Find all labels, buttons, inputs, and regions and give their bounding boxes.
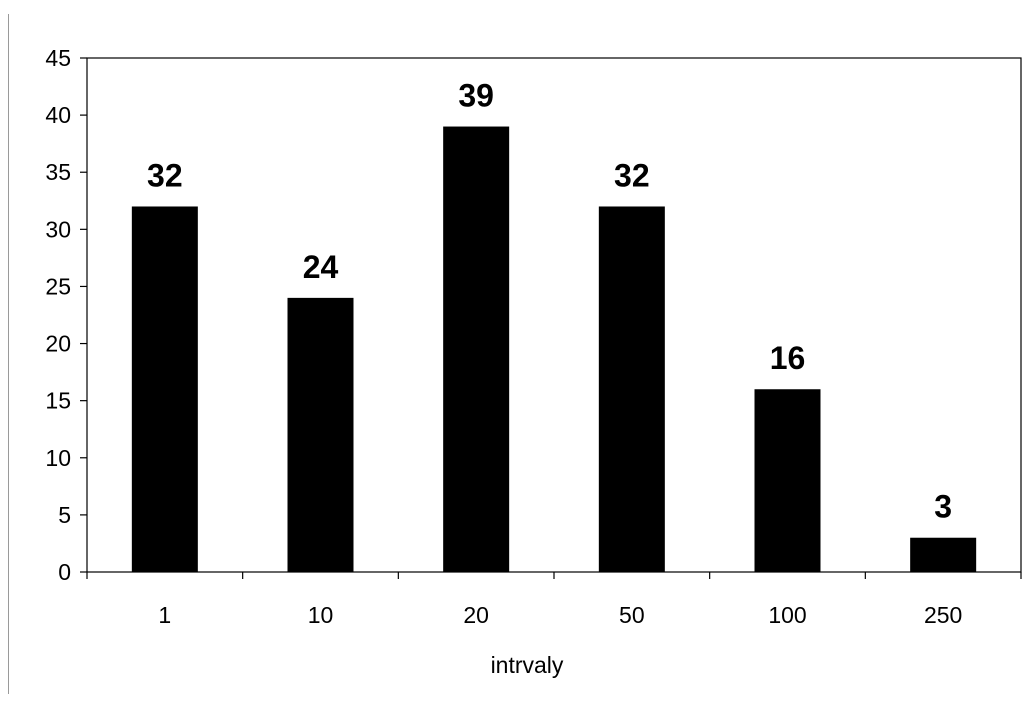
bar [754, 389, 821, 572]
page-frame-left-border [8, 14, 9, 694]
x-tick-label: 20 [463, 602, 489, 628]
y-tick-label: 10 [45, 445, 71, 471]
y-tick-label: 40 [45, 102, 71, 128]
bar [287, 297, 354, 572]
x-tick-label: 50 [619, 602, 645, 628]
data-label: 32 [147, 157, 183, 193]
y-tick-label: 5 [58, 502, 71, 528]
x-tick-label: 100 [768, 602, 806, 628]
x-axis-title: intrvaly [491, 652, 564, 678]
data-label: 16 [770, 340, 806, 376]
data-labels: 32 24 39 32 16 3 [147, 78, 952, 525]
y-tick-label: 35 [45, 159, 71, 185]
data-label: 3 [934, 489, 952, 525]
x-axis: 1 10 20 50 100 250 [86, 572, 1022, 628]
y-tick-label: 0 [58, 559, 71, 585]
data-label: 24 [303, 249, 339, 285]
data-label: 39 [458, 78, 494, 114]
bars [131, 126, 977, 573]
y-tick-label: 45 [45, 45, 71, 71]
y-tick-label: 30 [45, 216, 71, 242]
bar [131, 206, 198, 572]
x-tick-label: 10 [308, 602, 334, 628]
y-axis: 0 5 10 15 20 25 30 35 40 45 [45, 45, 87, 585]
y-tick-label: 20 [45, 331, 71, 357]
bar [443, 126, 510, 573]
bar [910, 537, 977, 572]
y-tick-label: 25 [45, 273, 71, 299]
y-tick-label: 15 [45, 388, 71, 414]
data-label: 32 [614, 157, 650, 193]
plot-area [86, 57, 1022, 573]
x-tick-label: 250 [924, 602, 962, 628]
bar [598, 206, 665, 572]
x-tick-label: 1 [158, 602, 171, 628]
